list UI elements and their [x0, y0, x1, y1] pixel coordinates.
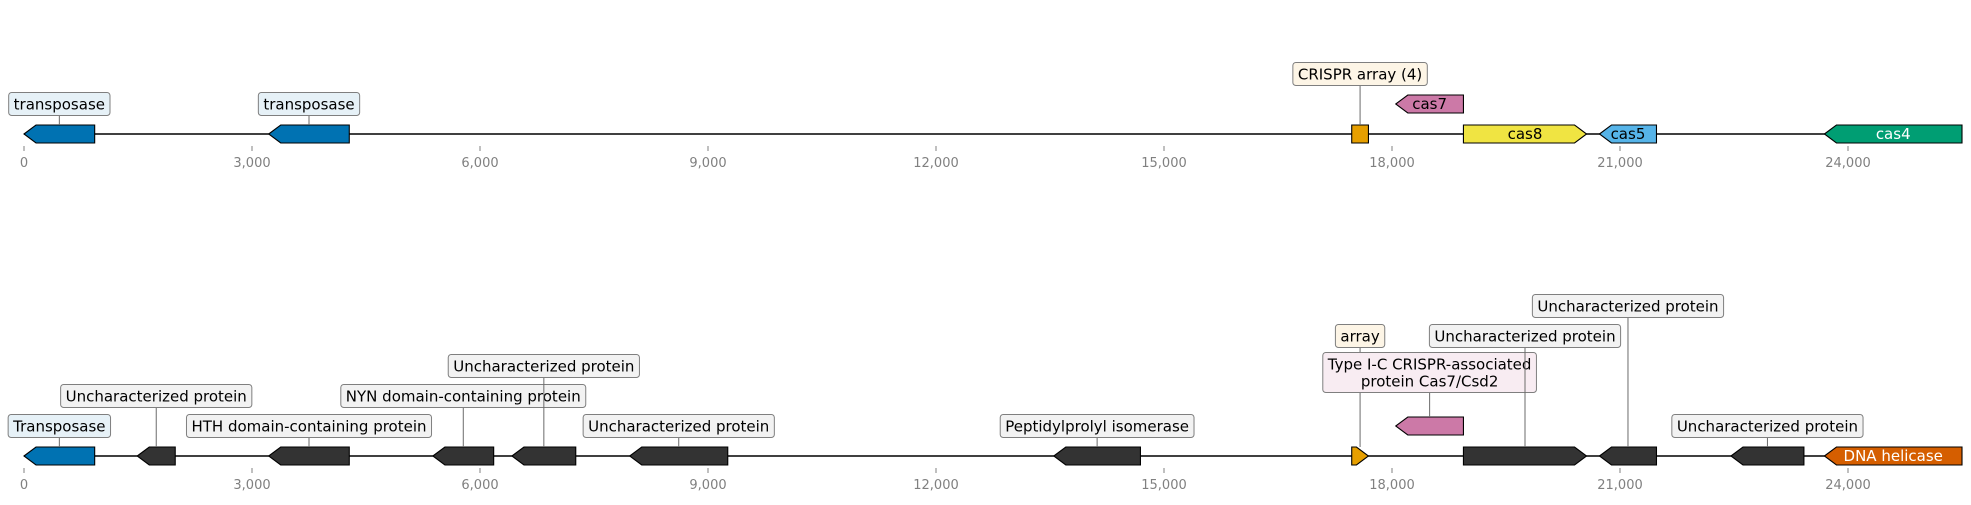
axis-tick-label: 21,000: [1597, 478, 1643, 493]
gene-label: NYN domain-containing protein: [346, 388, 581, 406]
axis-tick-label: 3,000: [233, 478, 270, 493]
axis-tick-label: 3,000: [233, 156, 270, 171]
gene-inner-label: cas8: [1508, 125, 1543, 143]
gene-label-box: [1428, 324, 1622, 348]
gene-label-box: [582, 414, 775, 438]
gene-arrow[interactable]: [511, 446, 577, 466]
upper-track: 0 3,000 6,000 9,000 12,000 15,000 18,000 21,000…: [8, 62, 1963, 171]
axis-tick-label: 24,000: [1825, 478, 1871, 493]
gene-arrow[interactable]: [1351, 446, 1370, 466]
gene-arrow[interactable]: [1052, 446, 1141, 466]
gene-arrow[interactable]: [1394, 416, 1464, 436]
axis-tick-label: 15,000: [1141, 156, 1187, 171]
gene-label: transposase: [14, 96, 105, 114]
axis-tick-label: 6,000: [461, 478, 498, 493]
gene-arrow[interactable]: [1598, 124, 1658, 144]
axis-tick-label: 18,000: [1369, 156, 1415, 171]
gene-label-box: [1671, 414, 1864, 438]
gene-label-box: [447, 354, 640, 378]
gene-arrow[interactable]: [1351, 124, 1369, 144]
gene-label: Transposase: [12, 418, 105, 436]
axis-tick-label: 15,000: [1141, 478, 1187, 493]
gene-label: Uncharacterized protein: [588, 418, 769, 436]
axis-tick-label: 24,000: [1825, 156, 1871, 171]
gene-arrow[interactable]: [267, 446, 350, 466]
gene-label: transposase: [263, 96, 354, 114]
gene-label: CRISPR array (4): [1298, 66, 1422, 84]
gene-arrow[interactable]: [1823, 446, 1963, 466]
gene-label-box: [185, 414, 433, 438]
axis-tick-label: 0: [20, 156, 28, 171]
axis-tick-label: 9,000: [689, 156, 726, 171]
gene-label: array: [1340, 328, 1379, 346]
gene-label: Uncharacterized protein: [66, 388, 247, 406]
gene-label-box: [8, 92, 111, 116]
gene-arrow[interactable]: [1394, 94, 1464, 114]
gene-label: Peptidylprolyl isomerase: [1005, 418, 1189, 436]
gene-arrow[interactable]: [1462, 124, 1588, 144]
gene-arrow[interactable]: [431, 446, 495, 466]
gene-arrow[interactable]: [1598, 446, 1658, 466]
axis-tick-label: 12,000: [913, 156, 959, 171]
gene-label-box: [340, 384, 587, 408]
gene-arrow[interactable]: [267, 124, 350, 144]
gene-label: Uncharacterized protein: [453, 358, 634, 376]
gene-arrow[interactable]: [628, 446, 729, 466]
gene-label-box: [1322, 352, 1537, 393]
gene-label-box: [60, 384, 253, 408]
gene-arrow[interactable]: [23, 446, 96, 466]
axis-tick-label: 0: [20, 478, 28, 493]
gene-label-box: [1334, 324, 1386, 348]
gene-label-box: [1292, 62, 1428, 86]
axis-tick-label: 6,000: [461, 156, 498, 171]
gene-arrow[interactable]: [1730, 446, 1805, 466]
lower-track: 0 3,000 6,000 9,000 12,000 15,000 18,000 21,000…: [7, 294, 1963, 493]
gene-label: Type I-C CRISPR-associated protein Cas7/C…: [1327, 356, 1532, 391]
gene-label-box: [1531, 294, 1725, 318]
axis-tick-label: 21,000: [1597, 156, 1643, 171]
axis-tick-label: 18,000: [1369, 478, 1415, 493]
gene-label-box: [999, 414, 1195, 438]
gene-arrow[interactable]: [23, 124, 96, 144]
gene-arrow[interactable]: [1823, 124, 1963, 144]
gene-label: HTH domain-containing protein: [191, 418, 426, 436]
axis-tick-label: 9,000: [689, 478, 726, 493]
gene-label-box: [7, 414, 112, 438]
gene-inner-label: DNA helicase: [1844, 447, 1943, 465]
gene-inner-label: cas7: [1412, 95, 1447, 113]
gene-inner-label: cas4: [1876, 125, 1911, 143]
gene-label-box: [257, 92, 361, 116]
gene-label: Uncharacterized protein: [1677, 418, 1858, 436]
gene-label: Uncharacterized protein: [1537, 298, 1718, 316]
gene-arrow[interactable]: [136, 446, 176, 466]
gene-arrow[interactable]: [1462, 446, 1588, 466]
axis-tick-label: 12,000: [913, 478, 959, 493]
gene-label: Uncharacterized protein: [1434, 328, 1615, 346]
gene-inner-label: cas5: [1611, 125, 1646, 143]
